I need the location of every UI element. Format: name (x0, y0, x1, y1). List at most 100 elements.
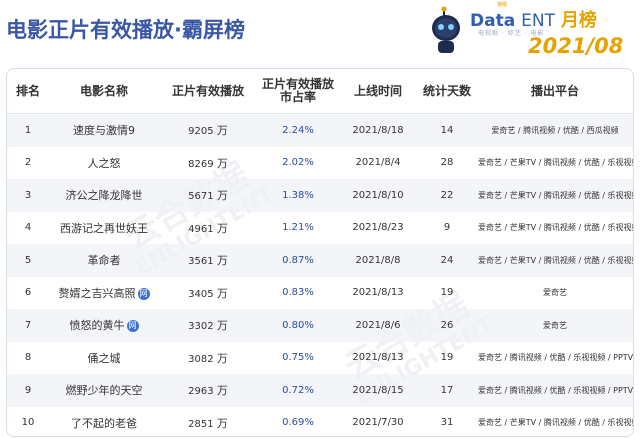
rank-cell: 6 (24, 287, 32, 299)
rank-cell: 4 (24, 222, 32, 234)
brand-ent: ENT (521, 11, 555, 31)
share-cell: 1.38% (257, 179, 339, 212)
ranking-table-panel: 云合数据 ENLIGHTENT 云合数据 ENLIGHTENT 排名 电影名称 … (6, 68, 634, 437)
plays-unit: 万 (216, 156, 228, 170)
share-cell: 0.72% (257, 374, 339, 407)
plays-value: 3082 (188, 353, 214, 365)
plays-unit: 万 (216, 416, 228, 430)
table-body: 1 速度与激情9 9205 万 2.24% 2021/8/18 14 爱奇艺 / 腾讯视频 … (7, 113, 633, 437)
movie-name-cell: 人之怒 (49, 147, 159, 180)
days-cell: 22 (417, 179, 477, 212)
movie-name: 济公之降龙降世 (65, 189, 143, 203)
table-row: 8 俑之城 3082 万 0.75% 2021/8/13 19 爱奇艺 / 腾讯视频 / 优… (7, 342, 633, 375)
rank-cell: 9 (7, 374, 49, 407)
plays-unit: 万 (216, 221, 228, 235)
plays-value: 2851 (188, 418, 214, 430)
movie-name-cell: 速度与激情9 (49, 113, 159, 147)
movie-name: 赘婿之吉兴高照 (58, 286, 136, 300)
plays-value: 5671 (188, 191, 214, 203)
plays-cell: 2851 万 (159, 407, 257, 437)
rank-cell: 3 (7, 179, 49, 212)
platform-cell: 爱奇艺 / 芒果TV / 腾讯视频 / 优酷 / 乐视视频 / PPTV (477, 179, 633, 212)
platform-cell: 爱奇艺 (477, 309, 633, 342)
rank-cell: 7 (7, 309, 49, 342)
plays-cell: 3405 万 (159, 277, 257, 310)
release-date-cell: 2021/8/23 (352, 222, 404, 234)
plays-cell: 3561 万 (159, 244, 257, 277)
plays-cell: 5671 万 (159, 179, 257, 212)
days-cell: 26 (417, 309, 477, 342)
table-row: 1 速度与激情9 9205 万 2.24% 2021/8/18 14 爱奇艺 / 腾讯视频 … (7, 113, 633, 147)
movie-name-cell: 西游记之再世妖王 (49, 212, 159, 245)
release-date-cell: 2021/8/18 (339, 113, 417, 147)
plays-unit: 万 (216, 351, 228, 365)
rank-cell: 8 (24, 352, 32, 364)
movie-name-cell: 了不起的老爸 (49, 407, 159, 437)
movie-name-cell: 济公之降龙降世 (49, 179, 159, 212)
column-header-rank: 排名 (7, 69, 49, 114)
table-row: 3 济公之降龙降世 5671 万 1.38% 2021/8/10 22 爱奇艺 / 芒果TV… (7, 179, 633, 212)
movie-name: 人之怒 (87, 156, 121, 170)
platform-cell: 爱奇艺 / 芒果TV / 腾讯视频 / 优酷 / 乐视视频 / PPTV (478, 223, 633, 233)
plays-unit: 万 (216, 319, 228, 333)
plays-cell: 3302 万 (159, 309, 257, 342)
table-row: 10 了不起的老爸 2851 万 0.69% 2021/7/30 31 爱奇艺 / 芒果TV… (7, 407, 633, 437)
rank-cell: 2 (24, 157, 32, 169)
plays-value: 2963 (188, 386, 214, 398)
movie-name: 愤怒的黄牛 (69, 319, 125, 333)
days-cell: 14 (417, 113, 477, 147)
share-cell: 0.83% (282, 287, 314, 299)
table-header-row: 排名 电影名称 正片有效播放 正片有效播放 市占率 上线时间 统计天数 播出平台 (7, 69, 633, 114)
plays-value: 3302 (188, 321, 214, 333)
platform-cell: 爱奇艺 / 芒果TV / 腾讯视频 / 优酷 / 乐视视频 / PPTV (478, 158, 633, 168)
plays-cell: 8269 万 (159, 147, 257, 180)
movie-name: 速度与激情9 (73, 124, 135, 138)
days-cell: 19 (440, 287, 454, 299)
table-row: 4 西游记之再世妖王 4961 万 1.21% 2021/8/23 9 爱奇艺 / 芒果TV… (7, 212, 633, 245)
days-cell: 24 (417, 244, 477, 277)
movie-name: 了不起的老爸 (71, 416, 137, 430)
release-date-cell: 2021/8/4 (355, 157, 401, 169)
column-header-date: 上线时间 (339, 69, 417, 114)
release-date-cell: 2021/8/15 (339, 374, 417, 407)
share-cell: 1.21% (282, 222, 314, 234)
platform-cell: 爱奇艺 / 芒果TV / 腾讯视频 / 优酷 / 乐视视频 / PPTV (477, 244, 633, 277)
days-cell: 19 (440, 352, 454, 364)
rank-cell: 1 (7, 113, 49, 147)
share-cell: 2.02% (282, 157, 314, 169)
robot-mascot-icon (432, 6, 460, 53)
plays-unit: 万 (216, 286, 228, 300)
rank-cell: 10 (21, 417, 35, 429)
plays-cell: 3082 万 (159, 342, 257, 375)
days-cell: 31 (440, 417, 454, 429)
brand-badge: 猫眼 (497, 2, 508, 8)
platform-cell: 爱奇艺 / 腾讯视频 / 优酷 / 乐视视频 / PPTV (477, 374, 633, 407)
plays-value: 3405 (188, 288, 214, 300)
movie-name-cell: 赘婿之吉兴高照网 (49, 277, 159, 310)
share-cell: 0.69% (282, 417, 314, 429)
release-date-cell: 2021/8/6 (339, 309, 417, 342)
movie-name: 燃野少年的天空 (65, 384, 143, 398)
platform-cell: 爱奇艺 / 芒果TV / 腾讯视频 / 优酷 / 乐视视频 / PPTV (478, 418, 633, 428)
plays-unit: 万 (216, 254, 228, 268)
plays-value: 3561 (188, 256, 214, 268)
page-title: 电影正片有效播放·霸屏榜 (6, 18, 245, 42)
share-header-line1: 正片有效播放 (261, 77, 334, 91)
column-header-share: 正片有效播放 市占率 (257, 69, 339, 114)
plays-value: 9205 (188, 126, 214, 138)
column-header-days: 统计天数 (417, 69, 477, 114)
plays-unit: 万 (216, 124, 228, 138)
plays-cell: 9205 万 (159, 113, 257, 147)
days-cell: 28 (440, 157, 454, 169)
share-cell: 2.24% (257, 113, 339, 147)
plays-cell: 4961 万 (159, 212, 257, 245)
platform-cell: 爱奇艺 / 腾讯视频 / 优酷 / 西瓜视频 (477, 113, 633, 147)
release-date-cell: 2021/8/10 (339, 179, 417, 212)
plays-unit: 万 (216, 189, 228, 203)
share-cell: 0.87% (257, 244, 339, 277)
movie-name: 革命者 (87, 254, 121, 268)
movie-name-cell: 革命者 (49, 244, 159, 277)
release-date-cell: 2021/8/13 (352, 352, 404, 364)
table-row: 6 赘婿之吉兴高照网 3405 万 0.83% 2021/8/13 19 爱奇艺 (7, 277, 633, 310)
online-movie-badge-icon: 网 (126, 320, 139, 333)
